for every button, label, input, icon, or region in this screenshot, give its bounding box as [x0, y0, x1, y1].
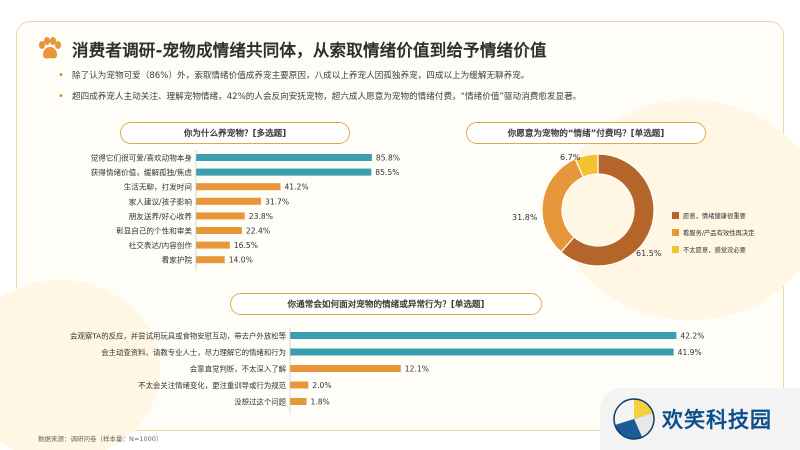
bar	[196, 256, 225, 264]
bullet-item: • 超四成养宠人主动关注、理解宠物情绪，42%的人会反向安抚宠物，超六成人愿意为宠…	[58, 91, 778, 103]
bar	[196, 197, 261, 205]
bar-category-label: 会主动查资料、请教专业人士，尽力理解它的情绪和行为	[101, 348, 286, 357]
pay-donut-chart: 61.5% 31.8% 6.7% 愿意，情绪健康很重要看服务/产品有效性再决定不太愿意…	[512, 153, 755, 267]
bar-value-label: 14.0%	[229, 256, 253, 265]
bar-category-label: 获得情绪价值，缓解孤独/焦虑	[91, 167, 193, 177]
chart3-title: 你通常会如何面对宠物的情绪或异常行为？[单选题]	[230, 293, 542, 315]
bar-category-label: 不太会关注情绪变化，更注重训导或行为规范	[138, 381, 286, 390]
bar	[290, 365, 401, 372]
bar-category-label: 彰显自己的个性和审美	[116, 226, 192, 236]
donut-slice	[541, 158, 585, 253]
bar-category-label: 朋友送养/好心收养	[129, 211, 193, 221]
bar-value-label: 16.5%	[234, 241, 258, 250]
bar-category-label: 会靠直觉判断，不太深入了解	[190, 365, 287, 374]
slice-value-label: 61.5%	[636, 249, 662, 258]
donut-slice	[560, 153, 655, 267]
bar	[196, 212, 245, 220]
bar	[196, 168, 372, 176]
bar-value-label: 85.8%	[376, 154, 400, 163]
bar-value-label: 85.5%	[375, 168, 399, 177]
bullet-text: 除了认为宠物可爱（86%）外，索取情绪价值成养宠主要原因，八成以上养宠人因孤独养…	[72, 71, 530, 81]
donut-slice	[574, 153, 599, 178]
bar-value-label: 31.7%	[265, 197, 289, 206]
bar-category-label: 家人建议/孩子影响	[129, 196, 193, 206]
legend-label: 不太愿意，感觉没必要	[683, 245, 746, 254]
background-blob	[0, 280, 160, 450]
emotion-bar-chart: 会观察TA的反应，并尝试用玩具或食物安慰互动，带去户外放松等 42.2% 会主动查资…	[70, 328, 704, 415]
bar-value-label: 23.8%	[249, 212, 273, 221]
paw-icon	[39, 37, 61, 59]
bar	[196, 241, 230, 249]
bullet-dot-icon: •	[58, 91, 64, 102]
bar	[196, 154, 372, 161]
brand-logo: 欢笑科技园	[600, 388, 800, 450]
legend-swatch	[672, 229, 679, 236]
bullet-item: • 除了认为宠物可爱（86%）外，索取情绪价值成养宠主要原因，八成以上养宠人因孤独…	[58, 70, 778, 82]
volleyball-icon	[613, 398, 655, 440]
bar-category-label: 看家护院	[162, 255, 193, 265]
bar-value-label: 2.0%	[312, 381, 331, 390]
bar-category-label: 生活无聊，打发时间	[124, 182, 192, 192]
bar-category-label: 没想过这个问题	[234, 398, 286, 407]
bar-category-label: 社交表达/内容创作	[129, 240, 193, 250]
bar	[196, 183, 281, 191]
bar-category-label: 觉得它们很可爱/喜欢动物本身	[91, 153, 193, 163]
chart2-title: 你愿意为宠物的“情绪”付费吗？[单选题]	[466, 122, 706, 144]
bar	[196, 227, 242, 234]
slice-value-label: 6.7%	[560, 153, 581, 162]
legend-label: 愿意，情绪健康很重要	[683, 211, 746, 220]
bullet-list: • 除了认为宠物可爱（86%）外，索取情绪价值成养宠主要原因，八成以上养宠人因孤独…	[58, 70, 778, 112]
legend-swatch	[672, 246, 679, 253]
bar	[290, 381, 309, 389]
legend-label: 看服务/产品有效性再决定	[683, 228, 755, 237]
bar-value-label: 42.2%	[680, 332, 704, 341]
title-row: 消费者调研-宠物成情绪共同体，从索取情绪价值到给予情绪价值	[36, 36, 547, 62]
brand-logo-text: 欢笑科技园	[662, 408, 772, 432]
data-source: 数据来源：调研问卷（样本量：N=1000）	[38, 435, 163, 443]
chart1-title: 你为什么养宠物？[多选题]	[120, 122, 350, 144]
bar	[290, 398, 307, 405]
slice-value-label: 31.8%	[512, 213, 538, 222]
bar-value-label: 12.1%	[405, 365, 429, 374]
bar	[290, 348, 674, 356]
bar-category-label: 会观察TA的反应，并尝试用玩具或食物安慰互动，带去户外放松等	[70, 332, 287, 341]
page-title: 消费者调研-宠物成情绪共同体，从索取情绪价值到给予情绪价值	[72, 41, 547, 60]
legend-swatch	[672, 212, 679, 219]
bar-value-label: 22.4%	[246, 227, 270, 236]
bar-value-label: 41.2%	[284, 183, 308, 192]
bar-value-label: 41.9%	[678, 348, 702, 357]
bullet-dot-icon: •	[58, 70, 64, 81]
reasons-bar-chart: 觉得它们很可爱/喜欢动物本身 85.8% 获得情绪价值，缓解孤独/焦虑 85.5% 生活…	[91, 150, 400, 271]
bar-value-label: 1.8%	[310, 398, 329, 407]
bullet-text: 超四成养宠人主动关注、理解宠物情绪，42%的人会反向安抚宠物，超六成人愿意为宠物…	[72, 92, 582, 102]
bar	[290, 332, 677, 339]
